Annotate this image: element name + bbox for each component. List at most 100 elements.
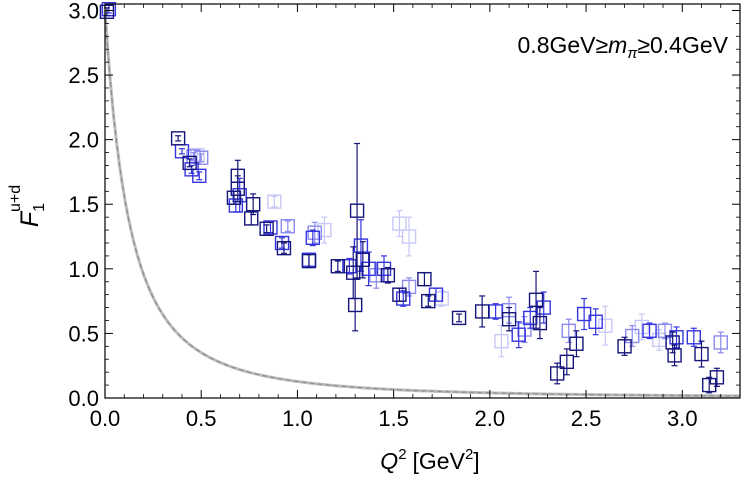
svg-text:F1u+d: F1 u+d: [7, 185, 48, 227]
axis-ticks: 0.0 0.5 1.0 1.5 2.0 2.5 3.0 0.0 0.5 1.0 1.5 2.0 2.5 3…: [68, 0, 740, 431]
data-point-marker: [511, 327, 526, 342]
annotation-m: m: [608, 32, 627, 58]
y-tick-label: 3.0: [68, 0, 99, 23]
data-point-marker: [280, 218, 296, 234]
data-point-marker: [669, 330, 684, 345]
data-point-marker: [245, 197, 261, 212]
data-point-marker: [709, 370, 725, 385]
data-point-marker: [588, 314, 603, 329]
data-point-marker: [170, 131, 186, 146]
data-point-marker: [355, 252, 371, 267]
plot-border: [104, 3, 741, 399]
data-point-marker: [190, 147, 205, 163]
y-tick-label: 0.5: [68, 321, 99, 346]
data-point-marker: [451, 310, 467, 326]
data-point-marker: [194, 150, 209, 165]
annotation-right: ≥0.4GeV: [637, 32, 728, 58]
data-point-marker: [259, 221, 274, 236]
y-tick-label: 2.5: [68, 63, 99, 88]
y-axis-label-sub: 1: [31, 203, 48, 212]
data-point-marker: [353, 238, 369, 253]
annotation-left: 0.8GeV≥: [518, 32, 609, 58]
data-point-marker: [517, 322, 532, 337]
data-point-marker: [501, 312, 517, 327]
data-point-marker: [713, 335, 728, 350]
data-point-marker: [226, 190, 242, 205]
data-point-marker: [396, 291, 411, 306]
data-point-marker: [330, 259, 346, 274]
data-point-marker: [305, 230, 321, 246]
y-axis-label-sup: u+d: [7, 185, 24, 212]
x-tick-label: 1.5: [378, 406, 409, 431]
data-point-marker: [276, 240, 292, 256]
y-axis-label: F1 u+d: [7, 185, 48, 227]
y-tick-label: 0.0: [68, 386, 99, 411]
model-curve-band: [103, 10, 741, 398]
data-point-marker: [392, 216, 407, 231]
data-point-marker: [192, 168, 207, 184]
x-axis-label-sup: 2: [398, 446, 406, 463]
data-point-marker: [392, 287, 407, 302]
x-tick-label: 2.5: [571, 406, 602, 431]
series-pale: [190, 147, 667, 358]
data-point-marker: [301, 253, 317, 269]
series-dark: [99, 4, 725, 394]
data-point-marker: [569, 336, 584, 351]
model-curve: [104, 10, 741, 397]
data-point-marker: [625, 328, 640, 344]
data-point-marker: [494, 333, 509, 349]
data-point-marker: [274, 235, 290, 251]
data-point-marker: [263, 220, 278, 235]
data-point-marker: [230, 181, 245, 196]
data-point-marker: [617, 339, 632, 354]
model-curve-layer: [103, 10, 741, 398]
data-point-marker: [228, 198, 244, 213]
data-points-layer: [99, 1, 728, 394]
data-point-marker: [267, 194, 282, 209]
data-point-marker: [182, 155, 197, 171]
y-tick-label: 1.5: [68, 192, 99, 217]
data-point-marker: [347, 297, 363, 313]
data-point-marker: [549, 366, 565, 381]
y-axis-label-main: F: [16, 210, 44, 227]
y-tick-label: 1.0: [68, 257, 99, 282]
data-point-marker: [401, 279, 417, 295]
x-axis-label-unit-sup: 2: [465, 446, 473, 463]
data-point-marker: [244, 211, 259, 226]
y-tick-label: 2.0: [68, 128, 99, 153]
data-point-marker: [667, 348, 682, 363]
x-tick-label: 0.0: [90, 406, 121, 431]
x-tick-label: 3.0: [667, 406, 698, 431]
data-point-marker: [349, 203, 365, 218]
data-point-marker: [694, 346, 709, 362]
data-point-marker: [380, 268, 396, 283]
data-point-marker: [401, 229, 417, 244]
data-point-marker: [598, 318, 613, 333]
data-point-marker: [528, 292, 544, 308]
data-point-marker: [702, 377, 717, 393]
data-point-marker: [634, 319, 650, 335]
x-axis-label-unit: [GeV: [413, 448, 466, 474]
data-point-marker: [523, 310, 538, 326]
plot-frame: [104, 3, 741, 399]
x-axis-label: Q2 [GeV2]: [380, 446, 479, 474]
data-point-marker: [307, 225, 322, 240]
data-point-marker: [642, 323, 657, 339]
data-point-marker: [532, 315, 548, 331]
annotation-sub: π: [627, 45, 638, 62]
data-point-marker: [421, 293, 436, 309]
data-point-marker: [361, 261, 376, 277]
data-point-marker: [474, 304, 490, 319]
annotation-text: 0.8GeV≥mπ≥0.4GeV: [518, 32, 729, 62]
data-point-marker: [417, 271, 432, 287]
x-tick-label: 1.0: [282, 406, 313, 431]
x-axis-label-main: Q: [380, 448, 398, 474]
data-point-marker: [559, 354, 575, 370]
data-point-marker: [576, 306, 592, 322]
x-tick-label: 2.0: [475, 406, 506, 431]
data-point-marker: [686, 330, 702, 345]
data-point-marker: [317, 222, 332, 238]
x-axis-label-unit-close: ]: [473, 448, 479, 474]
